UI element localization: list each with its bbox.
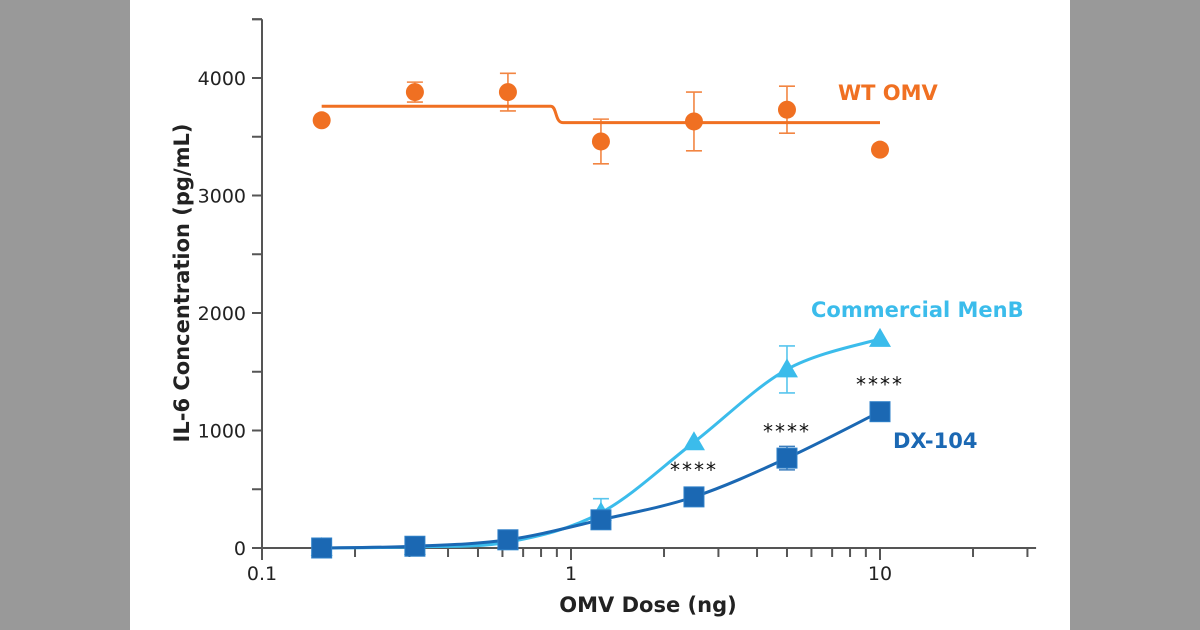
data-point-square — [869, 401, 891, 423]
data-point-square — [776, 447, 798, 469]
y-tick-label: 4000 — [198, 68, 246, 90]
data-point-square — [590, 509, 612, 531]
series-label-dx104: DX-104 — [893, 429, 977, 453]
series-dx-104 — [311, 401, 891, 559]
y-tick-label: 3000 — [198, 186, 246, 208]
data-point-circle — [871, 140, 889, 159]
data-point-circle — [498, 83, 517, 102]
data-point-circle — [591, 132, 610, 151]
series-label-commercial-menb: Commercial MenB — [811, 298, 1024, 322]
data-point-square — [497, 529, 519, 551]
significance-stars: **** — [670, 458, 718, 482]
significance-stars: **** — [856, 373, 904, 397]
data-point-square — [404, 535, 426, 557]
fit-line — [321, 104, 880, 125]
significance-stars: **** — [763, 419, 811, 443]
data-point-circle — [777, 100, 796, 119]
data-point-triangle — [869, 327, 891, 347]
data-point-square — [311, 537, 333, 559]
data-point-circle — [684, 112, 703, 131]
y-tick-label: 2000 — [198, 303, 246, 325]
series-wt-omv — [312, 72, 889, 165]
data-point-circle — [312, 111, 331, 130]
x-tick-label: 10 — [868, 563, 892, 585]
y-tick-label: 0 — [234, 538, 246, 560]
data-point-square — [683, 486, 705, 508]
data-point-triangle — [682, 431, 705, 451]
x-axis-title: OMV Dose (ng) — [559, 593, 736, 617]
plot-area: **** **** **** — [310, 72, 904, 559]
y-axis-title: IL-6 Concentration (pg/mL) — [170, 124, 194, 443]
data-point-circle — [405, 83, 424, 102]
series-label-wt-omv: WT OMV — [838, 81, 939, 105]
x-tick-label: 0.1 — [247, 563, 277, 585]
data-point-triangle — [775, 358, 798, 378]
y-tick-label: 1000 — [198, 421, 246, 443]
x-tick-label: 1 — [565, 563, 577, 585]
